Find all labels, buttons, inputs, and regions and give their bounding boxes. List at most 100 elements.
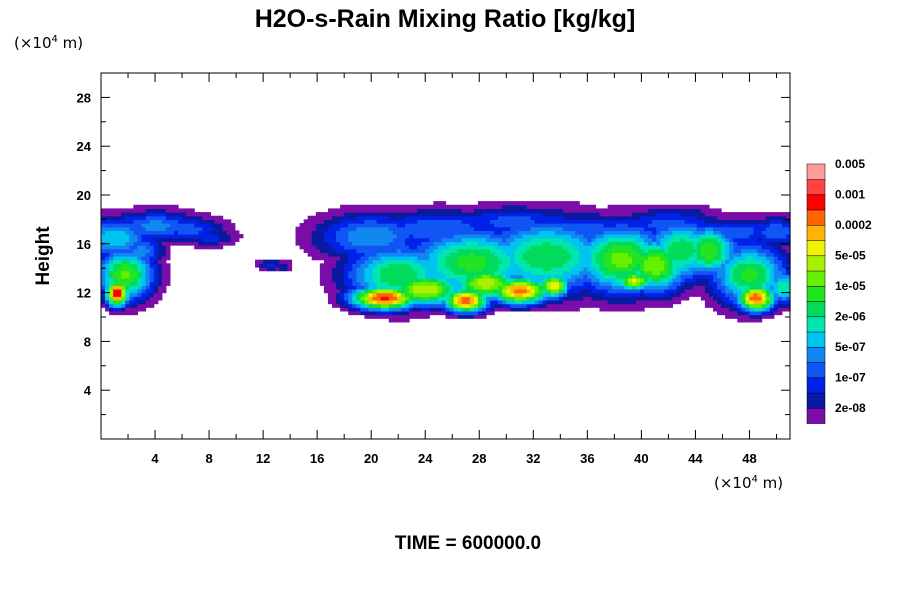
heatmap-cell <box>648 219 653 224</box>
heatmap-cell <box>323 259 329 264</box>
heatmap-cell <box>567 296 572 301</box>
heatmap-cell <box>708 266 714 272</box>
heatmap-cell <box>190 219 195 224</box>
heatmap-cell <box>502 303 507 308</box>
heatmap-cell <box>781 248 787 253</box>
heatmap-cell <box>712 281 718 286</box>
heatmap-cell <box>433 226 438 231</box>
heatmap-cell <box>157 212 163 217</box>
heatmap-cell <box>615 219 621 224</box>
heatmap-cell <box>733 288 738 294</box>
heatmap-cell <box>477 274 483 279</box>
heatmap-cell <box>680 263 686 268</box>
heatmap-cell <box>429 252 434 257</box>
heatmap-cell <box>729 296 734 301</box>
heatmap-cell <box>173 226 179 231</box>
heatmap-cell <box>117 285 122 290</box>
heatmap-cell <box>198 215 203 220</box>
heatmap-cell <box>688 230 694 235</box>
heatmap-cell <box>745 223 751 228</box>
heatmap-cell <box>137 237 143 242</box>
heatmap-cell <box>469 245 475 250</box>
heatmap-cell <box>741 241 747 246</box>
heatmap-cell <box>469 208 475 213</box>
heatmap-cell <box>437 296 443 301</box>
heatmap-cell <box>773 281 779 286</box>
heatmap-cell <box>498 219 503 224</box>
heatmap-cell <box>575 303 580 308</box>
heatmap-cell <box>498 241 503 246</box>
heatmap-cell <box>583 252 588 257</box>
heatmap-cell <box>526 252 532 257</box>
heatmap-cell <box>644 230 649 235</box>
heatmap-cell <box>575 248 580 253</box>
heatmap-cell <box>133 208 139 213</box>
heatmap-cell <box>704 252 710 257</box>
heatmap-cell <box>542 281 548 286</box>
heatmap-cell <box>368 281 374 286</box>
heatmap-cell <box>376 270 382 275</box>
heatmap-cell <box>502 237 507 242</box>
heatmap-cell <box>348 285 353 290</box>
heatmap-cell <box>729 245 734 250</box>
heatmap-cell <box>652 281 657 286</box>
heatmap-cell <box>477 263 483 268</box>
heatmap-cell <box>530 201 536 206</box>
heatmap-cell <box>319 234 325 239</box>
heatmap-cell <box>319 223 325 228</box>
heatmap-cell <box>388 204 394 210</box>
heatmap-cell <box>615 270 621 275</box>
heatmap-cell <box>656 299 661 305</box>
heatmap-cell <box>494 288 499 294</box>
heatmap-cell <box>777 266 783 272</box>
heatmap-cell <box>153 285 159 290</box>
heatmap-cell <box>153 288 159 294</box>
heatmap-cell <box>583 248 588 253</box>
heatmap-cell <box>583 292 588 297</box>
heatmap-cell <box>725 215 730 220</box>
heatmap-cell <box>502 219 507 224</box>
heatmap-cell <box>725 307 730 312</box>
heatmap-cell <box>360 303 366 308</box>
heatmap-cell <box>433 230 438 235</box>
heatmap-cell <box>368 223 374 228</box>
heatmap-cell <box>542 274 548 279</box>
heatmap-cell <box>672 215 678 220</box>
heatmap-cell <box>765 310 771 316</box>
heatmap-cell <box>445 288 451 294</box>
heatmap-cell <box>400 204 406 210</box>
heatmap-cell <box>510 292 515 297</box>
heatmap-cell <box>623 274 629 279</box>
heatmap-cell <box>554 208 560 213</box>
heatmap-cell <box>141 248 147 253</box>
heatmap-cell <box>522 241 528 246</box>
heatmap-cell <box>421 299 426 305</box>
heatmap-cell <box>785 234 791 239</box>
heatmap-cell <box>364 212 370 217</box>
heatmap-cell <box>327 234 333 239</box>
heatmap-cell <box>190 241 195 246</box>
heatmap-cell <box>461 248 467 253</box>
heatmap-cell <box>457 296 463 301</box>
heatmap-cell <box>473 292 479 297</box>
heatmap-cell <box>676 292 682 297</box>
heatmap-cell <box>348 277 353 283</box>
heatmap-cell <box>635 277 641 283</box>
heatmap-cell <box>664 208 670 213</box>
heatmap-cell <box>332 252 337 257</box>
heatmap-cell <box>631 215 637 220</box>
heatmap-cell <box>668 241 674 246</box>
heatmap-cell <box>680 248 686 253</box>
heatmap-cell <box>105 237 110 242</box>
heatmap-cell <box>704 288 710 294</box>
heatmap-cell <box>348 212 353 217</box>
heatmap-cell <box>327 281 333 286</box>
heatmap-cell <box>534 263 540 268</box>
heatmap-cell <box>364 241 370 246</box>
heatmap-cell <box>457 256 463 261</box>
heatmap-cell <box>380 237 386 242</box>
heatmap-cell <box>368 307 374 312</box>
heatmap-cell <box>380 270 386 275</box>
heatmap-cell <box>145 245 151 250</box>
heatmap-cell <box>429 215 434 220</box>
